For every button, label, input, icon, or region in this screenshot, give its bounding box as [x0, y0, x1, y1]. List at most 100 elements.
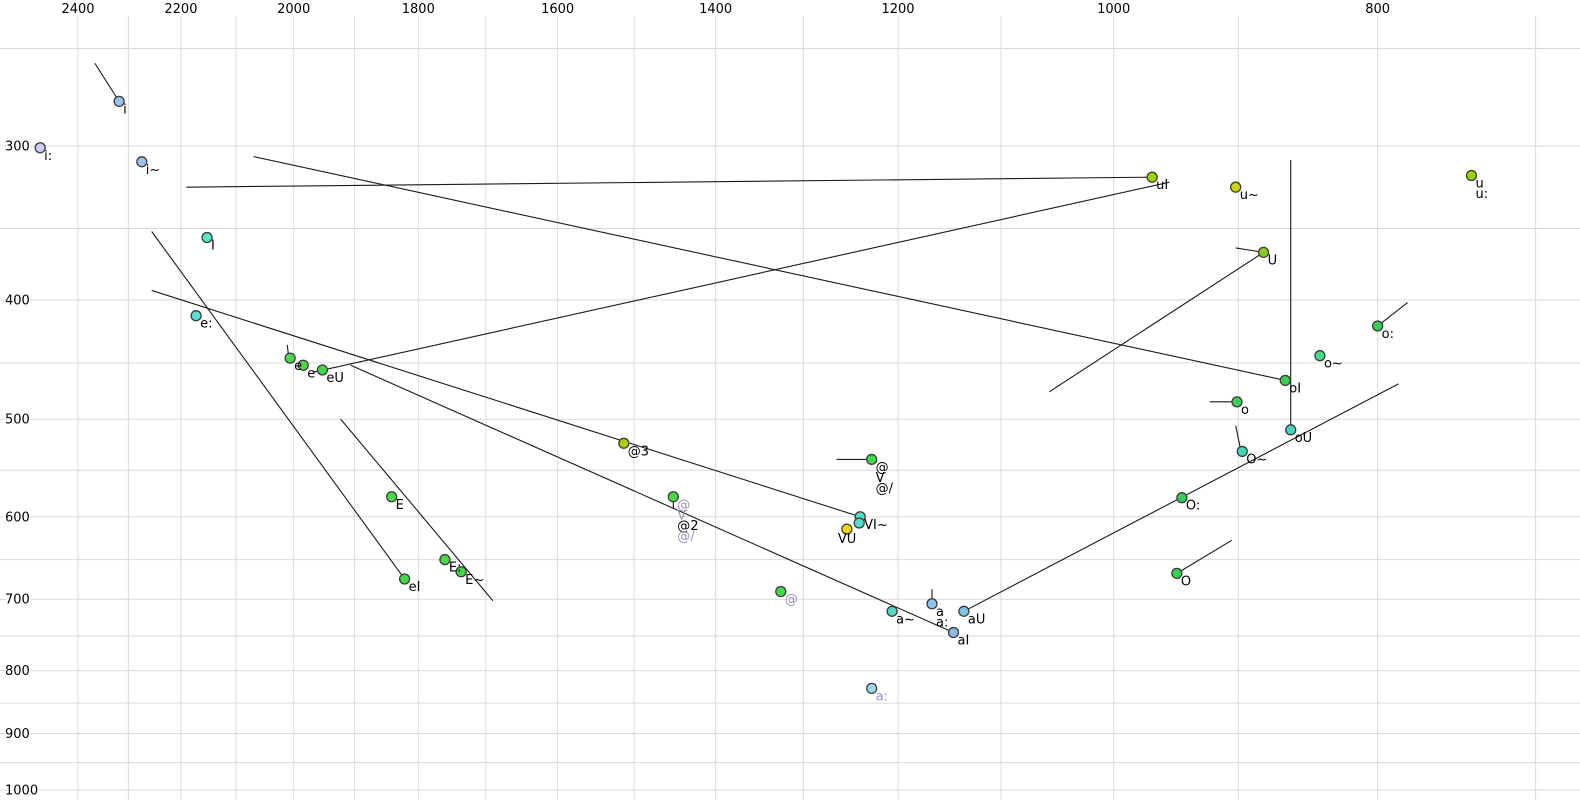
trajectory-line-eI-traj: [151, 231, 406, 580]
vowel-label: O~: [1246, 452, 1267, 467]
trajectory-line-uI-traj: [186, 176, 1153, 188]
data-point: [667, 491, 679, 503]
vowel-label: a: [936, 605, 944, 620]
vowel-label: I: [211, 239, 215, 254]
vowel-label: V: [677, 508, 686, 523]
data-point: [958, 605, 970, 617]
vowel-label: o: [1241, 403, 1249, 418]
trajectory-line-V-traj: [151, 289, 861, 518]
data-point: [866, 453, 878, 466]
vowel-label: a~: [896, 612, 915, 627]
data-point: [866, 682, 878, 695]
data-point: [113, 95, 125, 108]
trajectory-line-eU-traj: [312, 181, 1170, 373]
vowel-label: i~: [146, 163, 161, 178]
data-point: [34, 142, 46, 154]
data-point: [947, 626, 960, 639]
vowel-label: @3: [628, 444, 649, 459]
data-point: [439, 553, 451, 566]
x-axis-tick-label: 2200: [164, 2, 197, 17]
trajectory-line-E-traj: [340, 418, 494, 602]
vowel-label: oI: [1289, 381, 1301, 396]
vowel-label: @/: [876, 481, 894, 496]
data-point: [1372, 320, 1384, 332]
vowel-label: E:: [449, 561, 462, 576]
y-axis-tick-label: 300: [5, 140, 30, 155]
vowel-label: aU: [968, 612, 985, 627]
x-axis-tick-label: 1400: [699, 2, 732, 17]
data-point: [455, 566, 467, 578]
vowel-label: @: [785, 593, 798, 608]
data-point: [1314, 350, 1326, 362]
vowel-label: u: [1475, 176, 1483, 191]
trajectory-line-aI-traj: [350, 364, 954, 634]
x-axis-tick-label: 1200: [881, 2, 914, 17]
data-point: [201, 231, 213, 244]
y-axis-tick-label: 600: [5, 510, 30, 525]
data-point: [618, 437, 630, 449]
vowel-label: eI: [409, 580, 421, 595]
vowel-label: @/: [677, 529, 695, 544]
vowel-label: @: [677, 498, 690, 513]
data-point: [1146, 171, 1158, 183]
data-point: [190, 310, 202, 322]
vowel-label: O: [1181, 574, 1191, 589]
data-point: [284, 352, 296, 364]
data-point: [841, 523, 853, 535]
vowel-label: o:: [1382, 327, 1394, 342]
data-point: [1465, 169, 1478, 182]
x-axis-tick-label: 2000: [277, 2, 310, 17]
data-point: [853, 517, 865, 529]
trajectory-line-O-tail: [1176, 539, 1233, 574]
data-point: [775, 585, 787, 598]
data-point: [926, 598, 938, 610]
y-axis-tick-label: 900: [5, 727, 30, 742]
trajectory-line-U-traj: [1048, 251, 1264, 393]
x-axis-tick-label: 2400: [61, 2, 94, 17]
y-axis-tick-label: 500: [5, 413, 30, 428]
y-axis-tick-label: 400: [5, 293, 30, 308]
data-point: [1257, 246, 1270, 259]
vowel-label: @2: [677, 519, 698, 534]
y-axis-tick-label: 800: [5, 664, 30, 679]
data-point: [1230, 181, 1242, 193]
vowel-label: aI: [957, 634, 969, 649]
trajectory-line-i-tail: [94, 62, 120, 102]
y-axis-tick-label: 1000: [5, 784, 38, 799]
vowel-label: a:: [936, 615, 948, 630]
vowel-label: O:: [1186, 499, 1200, 514]
data-point: [1176, 492, 1188, 504]
vowel-label: e:: [200, 317, 212, 332]
data-point: [398, 573, 411, 585]
vowel-label: U: [1268, 253, 1278, 268]
vowel-label: e: [307, 366, 315, 381]
vowel-label: u:: [1475, 187, 1488, 202]
trajectory-line-oI-traj: [253, 156, 1286, 381]
x-axis-tick-label: 1600: [541, 2, 574, 17]
vowel-label: @: [876, 460, 889, 475]
data-point: [1236, 445, 1248, 458]
data-point: [1231, 396, 1243, 408]
data-point: [1285, 424, 1297, 436]
data-point: [136, 156, 148, 168]
vowel-label: i: [123, 102, 127, 117]
vowel-label: oU: [1295, 431, 1312, 446]
data-point: [386, 491, 398, 503]
vowel-label: VI~: [864, 518, 888, 533]
y-axis-tick-label: 700: [5, 593, 30, 608]
vowel-label: i:: [44, 149, 52, 164]
x-axis-tick-label: 1000: [1097, 2, 1130, 17]
vowel-label: E: [396, 498, 404, 513]
data-point: [1171, 567, 1183, 580]
vowel-label: a:: [876, 689, 888, 704]
trajectory-line-o:-tail: [1377, 302, 1408, 327]
data-point: [297, 359, 309, 371]
vowel-label: E~: [465, 573, 484, 588]
data-point: [316, 364, 329, 376]
vowel-label: V: [876, 471, 885, 486]
vowel-label: e: [294, 359, 302, 374]
vowel-label: VU: [838, 532, 856, 547]
vowel-label: u~: [1240, 188, 1259, 203]
